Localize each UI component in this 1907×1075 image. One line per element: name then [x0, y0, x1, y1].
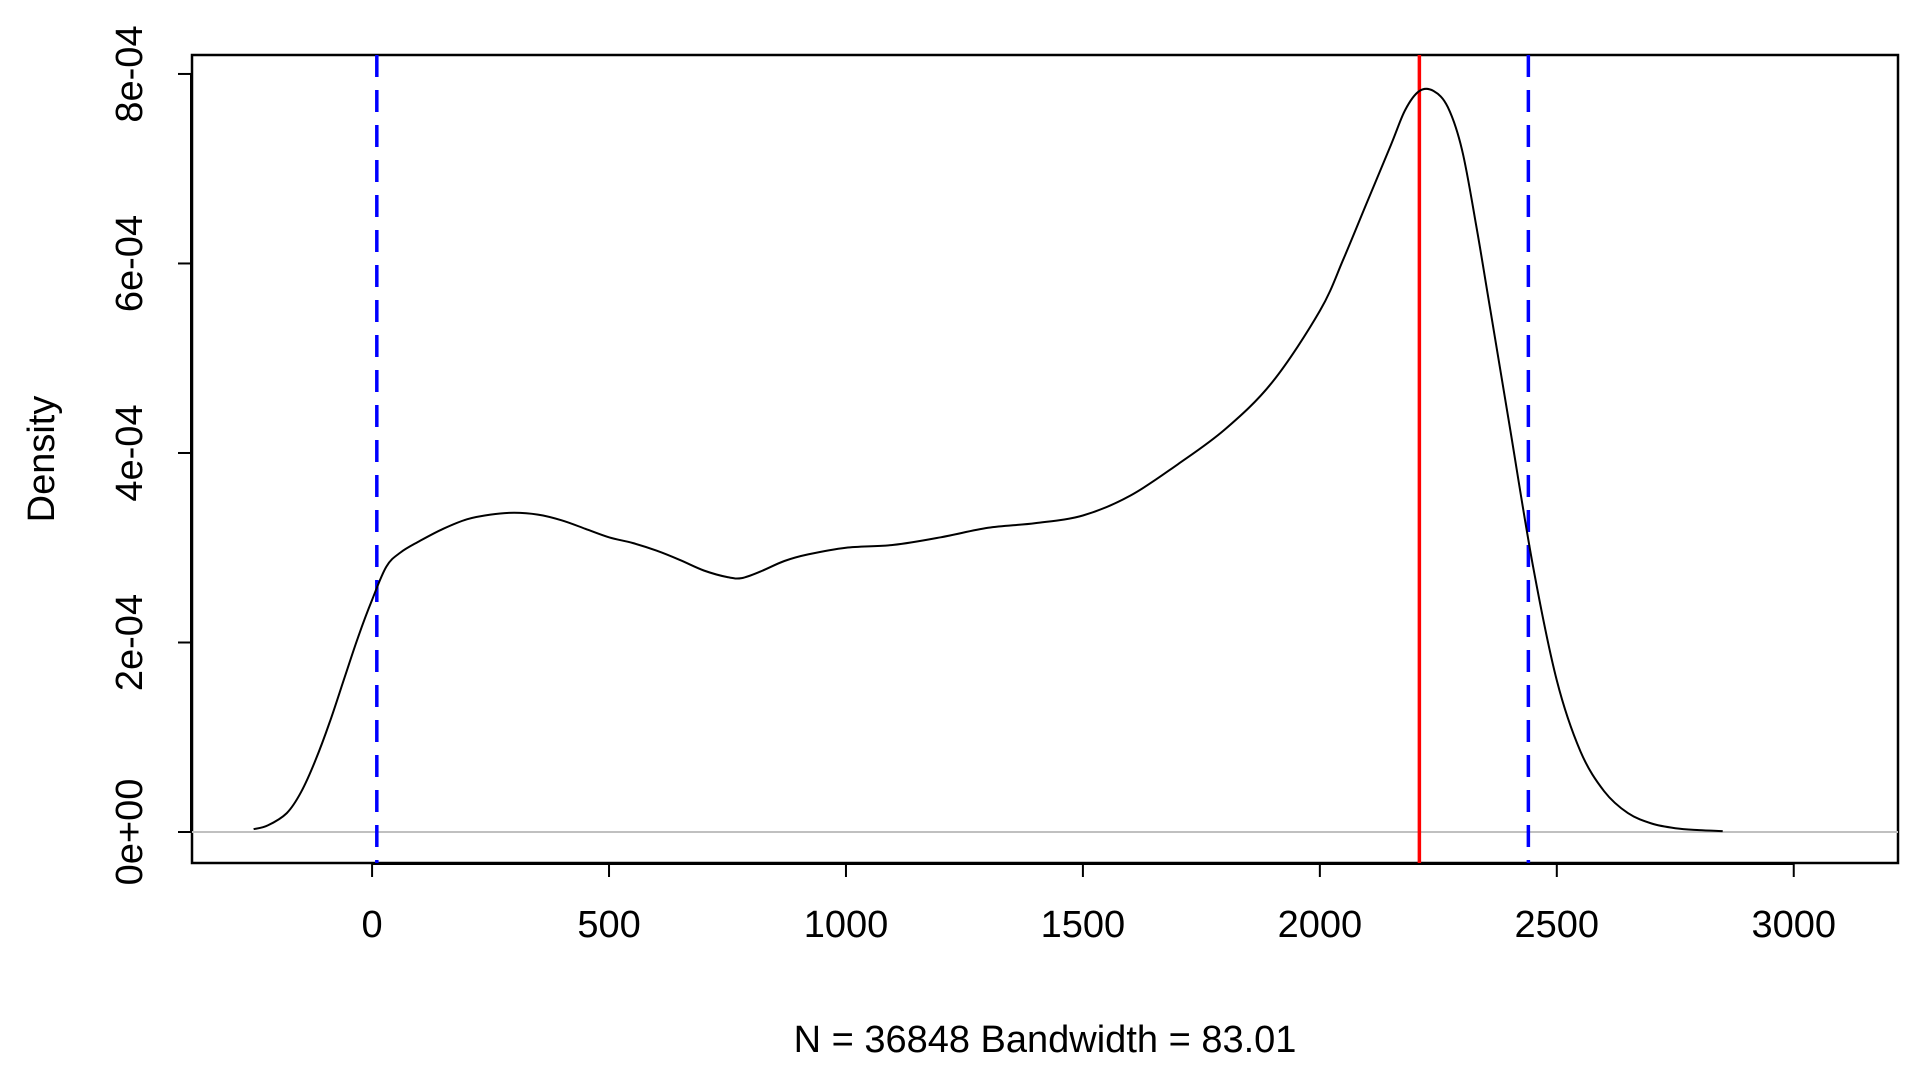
- x-tick-label: 1500: [1041, 904, 1126, 946]
- y-tick-label: 6e-04: [109, 215, 151, 312]
- y-axis: 0e+00 2e-04 4e-04 6e-04 8e-04: [109, 25, 192, 885]
- x-tick-label: 1000: [804, 904, 889, 946]
- x-axis-title: N = 36848 Bandwidth = 83.01: [794, 1019, 1297, 1061]
- y-axis-title: Density: [21, 396, 63, 523]
- x-tick-label: 2000: [1278, 904, 1363, 946]
- y-tick-label: 8e-04: [109, 25, 151, 122]
- y-tick-label: 0e+00: [109, 779, 151, 886]
- x-tick-label: 3000: [1751, 904, 1836, 946]
- y-tick-label: 2e-04: [109, 594, 151, 691]
- x-tick-label: 2500: [1515, 904, 1600, 946]
- density-curve-0: [253, 87, 1723, 833]
- reference-lines: [192, 55, 1898, 863]
- x-tick-label: 500: [577, 904, 640, 946]
- x-tick-label: 0: [362, 904, 383, 946]
- y-tick-label: 4e-04: [109, 404, 151, 501]
- x-axis: 0 500 1000 1500 2000 2500 3000: [362, 863, 1836, 946]
- plot-frame: [190, 53, 1900, 865]
- series-layer: [253, 87, 1723, 833]
